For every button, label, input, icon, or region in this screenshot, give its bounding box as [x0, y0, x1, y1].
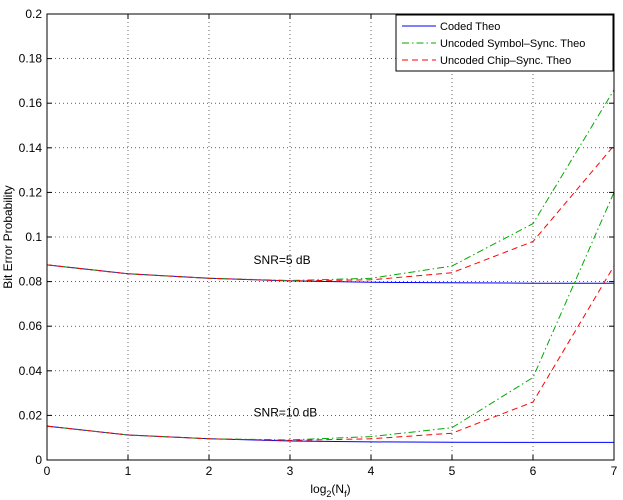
snr-annotation: SNR=10 dB: [254, 406, 318, 420]
y-tick-label: 0.06: [19, 319, 43, 333]
series-lines: [46, 89, 615, 443]
y-tick-label: 0.1: [25, 230, 42, 244]
series-line: [46, 192, 615, 441]
x-tick-label: 5: [449, 464, 456, 478]
y-tick-label: 0.04: [19, 364, 43, 378]
x-tick-label: 3: [287, 464, 294, 478]
y-tick-label: 0.14: [19, 141, 43, 155]
y-axis-label: Bit Error Probability: [1, 185, 15, 288]
x-tick-label: 2: [206, 464, 213, 478]
y-tick-label: 0.18: [19, 52, 43, 66]
y-tick-label: 0.12: [19, 185, 43, 199]
legend-label: Coded Theo: [440, 21, 500, 33]
series-line: [46, 89, 615, 282]
axes-box: [46, 13, 615, 461]
axis-ticks: 0 1 2 3 4 5 6 7 0 0.02 0.04 0.06 0.08 0.1 0.12 0.14 0.16…: [19, 7, 618, 478]
series-line: [46, 145, 615, 282]
x-tick-label: 6: [530, 464, 537, 478]
x-tick-label: 0: [44, 464, 51, 478]
series-line: [46, 265, 615, 441]
x-tick-label: 4: [368, 464, 375, 478]
x-tick-label: 1: [125, 464, 132, 478]
x-tick-label: 7: [611, 464, 618, 478]
y-tick-label: 0.16: [19, 96, 43, 110]
annotations: SNR=5 dB SNR=10 dB: [254, 253, 318, 420]
y-tick-label: 0: [35, 453, 42, 467]
legend-label: Uncoded Chip–Sync. Theo: [440, 55, 571, 67]
legend-label: Uncoded Symbol–Sync. Theo: [440, 38, 585, 50]
snr-annotation: SNR=5 dB: [254, 253, 311, 267]
y-tick-label: 0.08: [19, 275, 43, 289]
y-tick-label: 0.2: [25, 7, 42, 21]
y-tick-label: 0.02: [19, 408, 43, 422]
grid-lines: [47, 14, 614, 460]
x-axis-label: log2(Nf): [310, 482, 350, 499]
legend: Coded Theo Uncoded Symbol–Sync. Theo Uncod…: [395, 14, 614, 72]
